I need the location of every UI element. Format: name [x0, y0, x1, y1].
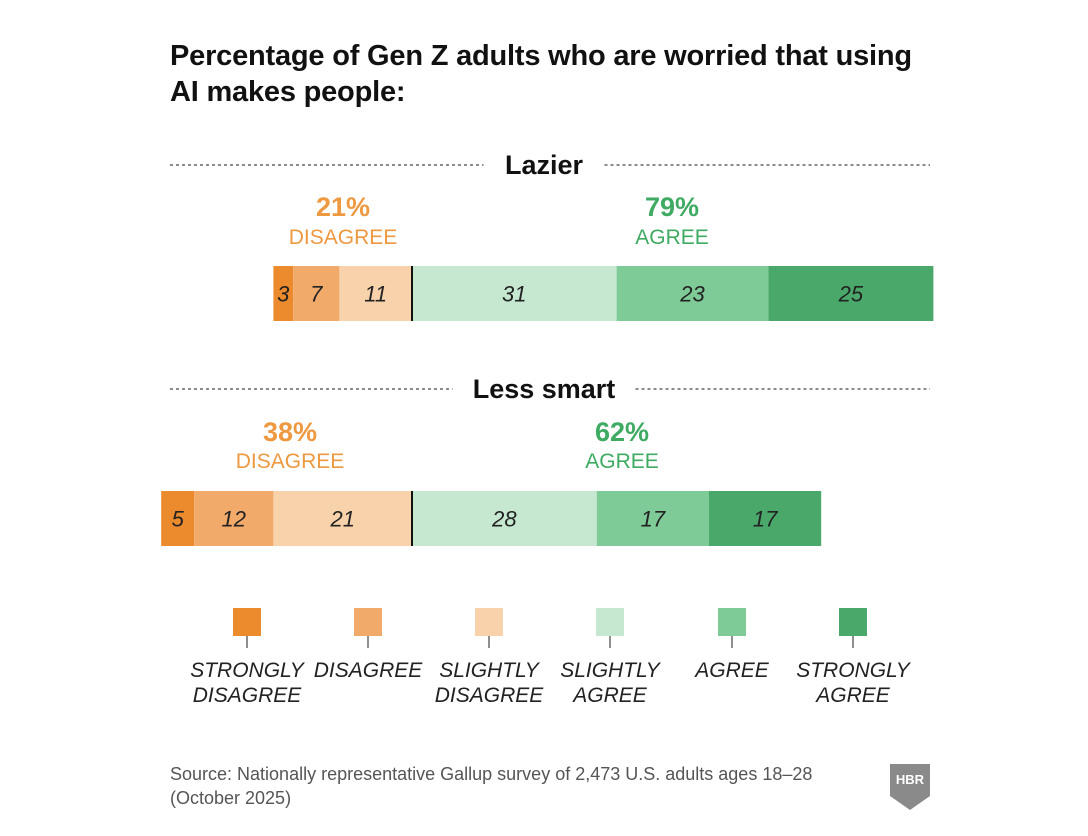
disagree-total-label: DISAGREE — [236, 450, 345, 473]
svg-text:HBR: HBR — [896, 772, 925, 787]
bar-segment-lazier-4 — [616, 266, 769, 321]
legend-label: AGREE — [814, 684, 891, 707]
bar-segment-less-smart-4 — [596, 491, 709, 546]
legend-label: STRONGLY — [796, 659, 912, 682]
agree-total: 62% — [595, 417, 649, 447]
legend-swatch-2 — [475, 608, 503, 636]
legend-label: STRONGLY — [190, 659, 306, 682]
bar-segment-less-smart-0 — [161, 491, 195, 546]
source-note: Source: Nationally representative Gallup… — [170, 764, 813, 808]
legend-swatch-5 — [839, 608, 867, 636]
bar-value-label: 31 — [502, 282, 526, 307]
row-header-less-smart: Less smart — [473, 374, 616, 404]
bar-segment-less-smart-5 — [709, 491, 822, 546]
bar-segment-lazier-0 — [273, 266, 294, 321]
legend-label: AGREE — [571, 684, 648, 707]
disagree-total: 38% — [263, 417, 317, 447]
disagree-total: 21% — [316, 192, 370, 222]
bar-segment-less-smart-3 — [412, 491, 597, 546]
legend-label: AGREE — [693, 659, 770, 682]
bar-value-label: 5 — [172, 507, 185, 532]
bar-value-label: 11 — [364, 282, 387, 307]
legend-label: SLIGHTLY — [560, 659, 662, 682]
legend-label: DISAGREE — [193, 684, 303, 707]
agree-total: 79% — [645, 192, 699, 222]
agree-total-label: AGREE — [585, 450, 659, 473]
bar-value-label: 23 — [679, 282, 705, 307]
bar-value-label: 12 — [222, 507, 246, 532]
bar-segment-lazier-1 — [293, 266, 340, 321]
agree-total-label: AGREE — [635, 226, 709, 249]
legend-swatch-4 — [718, 608, 746, 636]
bar-segment-lazier-2 — [339, 266, 412, 321]
hbr-shield-logo: HBR — [888, 762, 932, 812]
bar-value-label: 3 — [277, 282, 290, 307]
bar-segment-lazier-3 — [412, 266, 617, 321]
chart-title: Percentage of Gen Z adults who are worri… — [170, 40, 912, 108]
bar-value-label: 17 — [641, 507, 666, 532]
legend-label: DISAGREE — [435, 684, 545, 707]
bar-value-label: 25 — [838, 282, 864, 307]
bar-value-label: 17 — [753, 507, 778, 532]
bar-value-label: 21 — [329, 507, 354, 532]
row-header-lazier: Lazier — [505, 150, 584, 180]
legend-swatch-3 — [596, 608, 624, 636]
bar-segment-lazier-5 — [768, 266, 934, 321]
bar-segment-less-smart-2 — [273, 491, 412, 546]
bar-value-label: 7 — [310, 282, 323, 307]
legend-label: DISAGREE — [314, 659, 424, 682]
bar-segment-less-smart-1 — [194, 491, 274, 546]
disagree-total-label: DISAGREE — [289, 226, 398, 249]
legend-swatch-0 — [233, 608, 261, 636]
legend-swatch-1 — [354, 608, 382, 636]
bar-value-label: 28 — [491, 507, 517, 532]
legend-label: SLIGHTLY — [439, 659, 541, 682]
